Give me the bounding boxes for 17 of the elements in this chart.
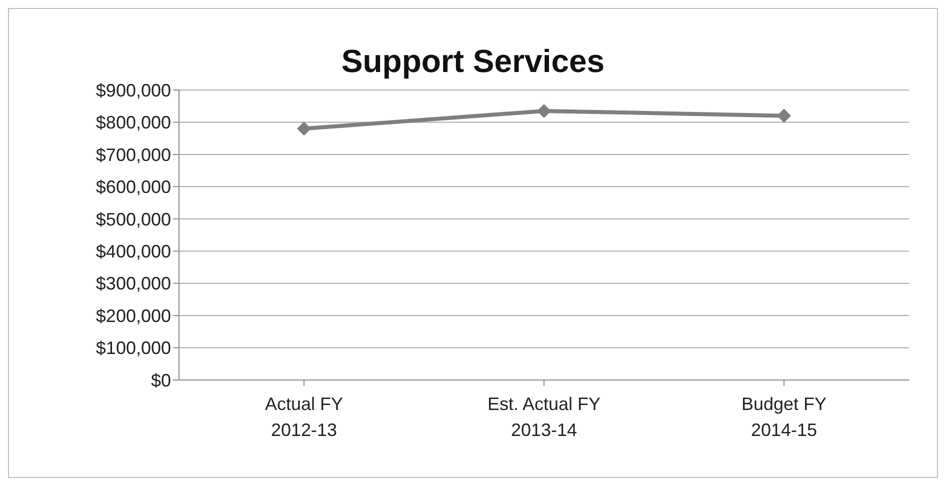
y-tick-label: $900,000 xyxy=(96,80,171,100)
chart-title: Support Services xyxy=(340,43,606,80)
x-tick-label: Actual FY 2012-13 xyxy=(264,394,344,440)
y-tick-label: $400,000 xyxy=(96,242,171,262)
x-tick-label: Est. Actual FY 2013-14 xyxy=(487,394,601,440)
point xyxy=(777,108,791,123)
y-tick-label: $100,000 xyxy=(96,338,171,358)
y-tick-label: $500,000 xyxy=(96,209,171,230)
point xyxy=(537,104,551,118)
y-tick-label: $200,000 xyxy=(96,306,171,326)
x-tick-label: Budget FY 2014-15 xyxy=(741,394,827,440)
y-tick-label: $0 xyxy=(150,370,171,390)
point xyxy=(297,122,311,136)
y-tick-label: $300,000 xyxy=(96,274,171,294)
y-tick-label: $800,000 xyxy=(96,112,171,133)
y-tick-label: $600,000 xyxy=(96,177,171,198)
y-tick-label: $700,000 xyxy=(96,144,171,165)
